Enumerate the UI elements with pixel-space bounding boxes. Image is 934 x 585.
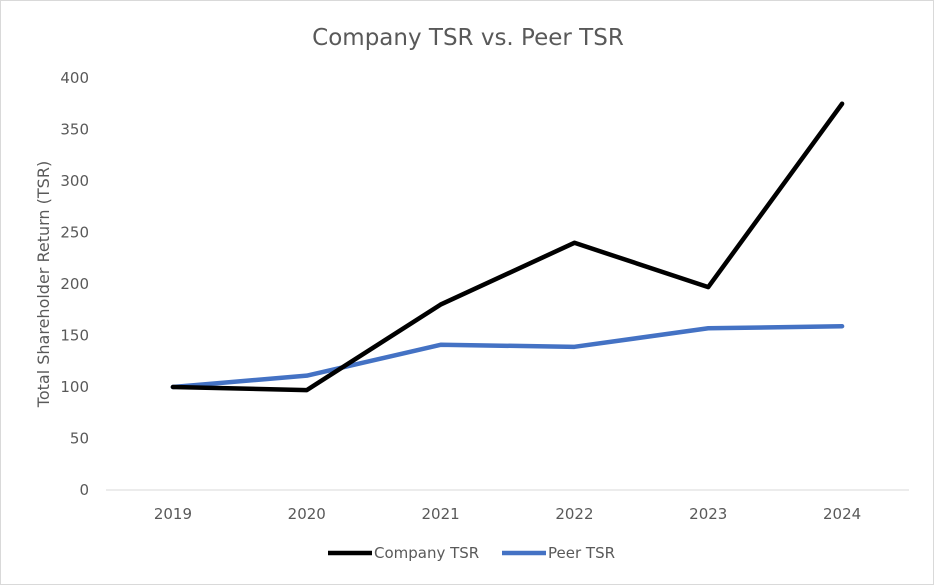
- legend: Company TSR Peer TSR: [328, 544, 615, 562]
- y-tick-label: 300: [60, 172, 89, 190]
- x-tick-label: 2022: [555, 505, 593, 523]
- x-tick-label: 2024: [823, 505, 861, 523]
- x-tick-label: 2023: [689, 505, 727, 523]
- y-tick-label: 350: [60, 121, 89, 139]
- y-axis-ticks: 0 50 100 150 200 250 300 350 400: [60, 69, 89, 499]
- legend-label: Peer TSR: [548, 544, 615, 562]
- y-tick-label: 0: [79, 481, 89, 499]
- y-axis-title: Total Shareholder Return (TSR): [34, 161, 53, 408]
- series-line-company-tsr: [170, 101, 845, 393]
- series-line-peer-tsr: [170, 323, 845, 390]
- y-tick-label: 100: [60, 378, 89, 396]
- y-tick-label: 150: [60, 327, 89, 345]
- series-lines: [170, 101, 845, 393]
- chart-title: Company TSR vs. Peer TSR: [312, 25, 624, 51]
- x-tick-label: 2019: [154, 505, 192, 523]
- x-axis-ticks: 2019 2020 2021 2022 2023 2024: [154, 505, 861, 523]
- y-tick-label: 50: [70, 430, 89, 448]
- legend-label: Company TSR: [374, 544, 479, 562]
- y-tick-label: 200: [60, 275, 89, 293]
- y-tick-label: 400: [60, 69, 89, 87]
- y-tick-label: 250: [60, 224, 89, 242]
- x-tick-label: 2021: [421, 505, 459, 523]
- x-tick-label: 2020: [288, 505, 326, 523]
